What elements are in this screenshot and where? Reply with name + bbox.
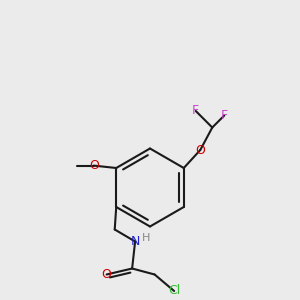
Text: H: H — [142, 233, 151, 243]
Text: F: F — [192, 104, 199, 118]
Text: O: O — [89, 159, 99, 172]
Text: O: O — [195, 143, 205, 157]
Text: F: F — [221, 109, 228, 122]
Text: Cl: Cl — [168, 284, 180, 298]
Text: O: O — [102, 268, 112, 281]
Text: N: N — [130, 235, 140, 248]
